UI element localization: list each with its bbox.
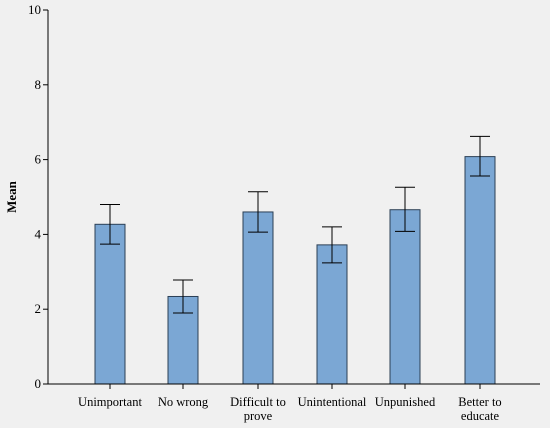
x-tick-label-line: Unintentional: [298, 395, 367, 409]
x-tick-label-line: Difficult to: [230, 395, 286, 409]
x-tick-label-line: Unpunished: [375, 395, 436, 409]
x-tick-label: Difficult to prove: [230, 395, 286, 423]
x-tick-label: No wrong: [158, 395, 209, 409]
y-tick-label: 0: [35, 376, 42, 391]
x-tick-label: Better to educate: [458, 395, 501, 423]
y-axis-ticks: 0 2 4 6 8 10: [28, 2, 48, 391]
x-axis-labels: Unimportant No wrong Difficult to prove Unin…: [78, 384, 502, 423]
x-tick-label-line: No wrong: [158, 395, 209, 409]
y-axis-title: Mean: [4, 180, 19, 213]
y-tick-label: 2: [35, 301, 42, 316]
x-tick-label-line: Better to: [458, 395, 501, 409]
bar: [94, 223, 126, 385]
bar: [242, 211, 274, 385]
x-tick-label: Unpunished: [375, 395, 436, 409]
bars-group: [94, 156, 496, 385]
y-tick-label: 4: [35, 226, 42, 241]
y-tick-label: 8: [35, 77, 42, 92]
y-tick-label: 10: [28, 2, 41, 17]
plot-area: [48, 10, 540, 384]
x-tick-label-line: Unimportant: [78, 395, 142, 409]
bar: [316, 244, 348, 385]
x-tick-label-line: educate: [461, 409, 500, 423]
x-tick-label: Unimportant: [78, 395, 142, 409]
x-tick-label: Unintentional: [298, 395, 367, 409]
y-tick-label: 6: [35, 152, 42, 167]
error-bars-group: [100, 135, 490, 314]
x-tick-label-line: prove: [244, 409, 273, 423]
bar: [389, 209, 421, 385]
bar: [464, 156, 496, 385]
